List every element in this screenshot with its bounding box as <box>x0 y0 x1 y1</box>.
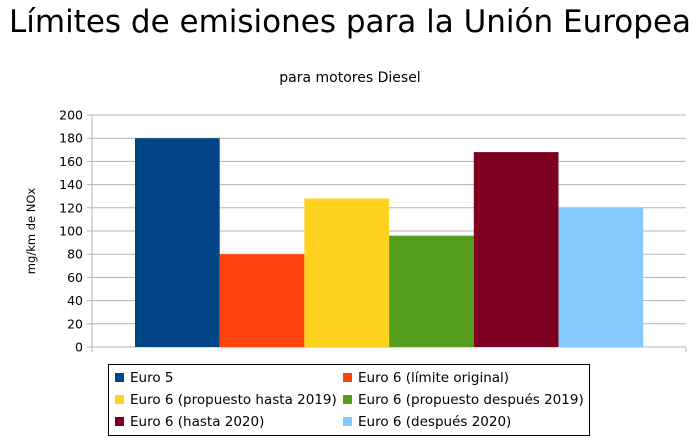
legend-label-euro6-propuesto-despues-2019: Euro 6 (propuesto después 2019) <box>358 392 584 408</box>
bar-euro-6-despu-s-2020 <box>558 207 644 347</box>
legend-label-euro5: Euro 5 <box>130 370 174 386</box>
y-tick-label-160: 160 <box>59 154 83 169</box>
bar-euro-5 <box>135 138 220 347</box>
y-tick-label-100: 100 <box>59 224 83 239</box>
y-tick-label-200: 200 <box>59 108 83 123</box>
legend-label-euro6-hasta-2020: Euro 6 (hasta 2020) <box>130 414 265 430</box>
chart-subtitle: para motores Diesel <box>279 70 421 86</box>
legend-label-euro6-propuesto-hasta-2019: Euro 6 (propuesto hasta 2019) <box>130 392 337 408</box>
legend-item-euro6-despues-2020: Euro 6 (después 2020) <box>343 414 511 430</box>
y-tick-label-80: 80 <box>67 247 83 262</box>
legend-swatch-euro5 <box>115 373 124 382</box>
bar-euro-6-hasta-2020 <box>473 152 559 347</box>
chart-title: Límites de emisiones para la Unión Europ… <box>8 4 692 40</box>
bar-euro-6-l-mite-original <box>219 254 305 347</box>
legend-label-euro6-despues-2020: Euro 6 (después 2020) <box>358 414 512 430</box>
y-tick-label-20: 20 <box>67 316 83 331</box>
y-tick-label-120: 120 <box>59 200 83 215</box>
y-tick-label-140: 140 <box>59 177 83 192</box>
legend-item-euro6-original: Euro 6 (límite original) <box>343 370 509 386</box>
legend-label-euro6-original: Euro 6 (límite original) <box>358 370 510 386</box>
legend-item-euro6-propuesto-hasta-2019: Euro 6 (propuesto hasta 2019) <box>115 392 337 408</box>
y-axis-label: mg/km de NOx <box>24 188 38 275</box>
y-tick-label-0: 0 <box>75 340 83 355</box>
legend-swatch-euro6-propuesto-hasta-2019 <box>115 395 124 404</box>
bar-euro-6-propuesto-hasta-2019 <box>304 198 390 347</box>
legend: Euro 5 Euro 6 (límite original) Euro 6 (… <box>108 364 590 436</box>
legend-swatch-euro6-propuesto-despues-2019 <box>343 395 352 404</box>
legend-swatch-euro6-hasta-2020 <box>115 417 124 426</box>
y-tick-label-60: 60 <box>67 270 83 285</box>
legend-item-euro6-hasta-2020: Euro 6 (hasta 2020) <box>115 414 264 430</box>
y-tick-label-40: 40 <box>67 293 83 308</box>
legend-swatch-euro6-despues-2020 <box>343 417 352 426</box>
legend-item-euro6-propuesto-despues-2019: Euro 6 (propuesto después 2019) <box>343 392 584 408</box>
legend-item-euro5: Euro 5 <box>115 370 173 386</box>
bar-euro-6-propuesto-despu-s-2019 <box>389 235 474 347</box>
y-tick-label-180: 180 <box>59 131 83 146</box>
legend-swatch-euro6-original <box>343 373 352 382</box>
